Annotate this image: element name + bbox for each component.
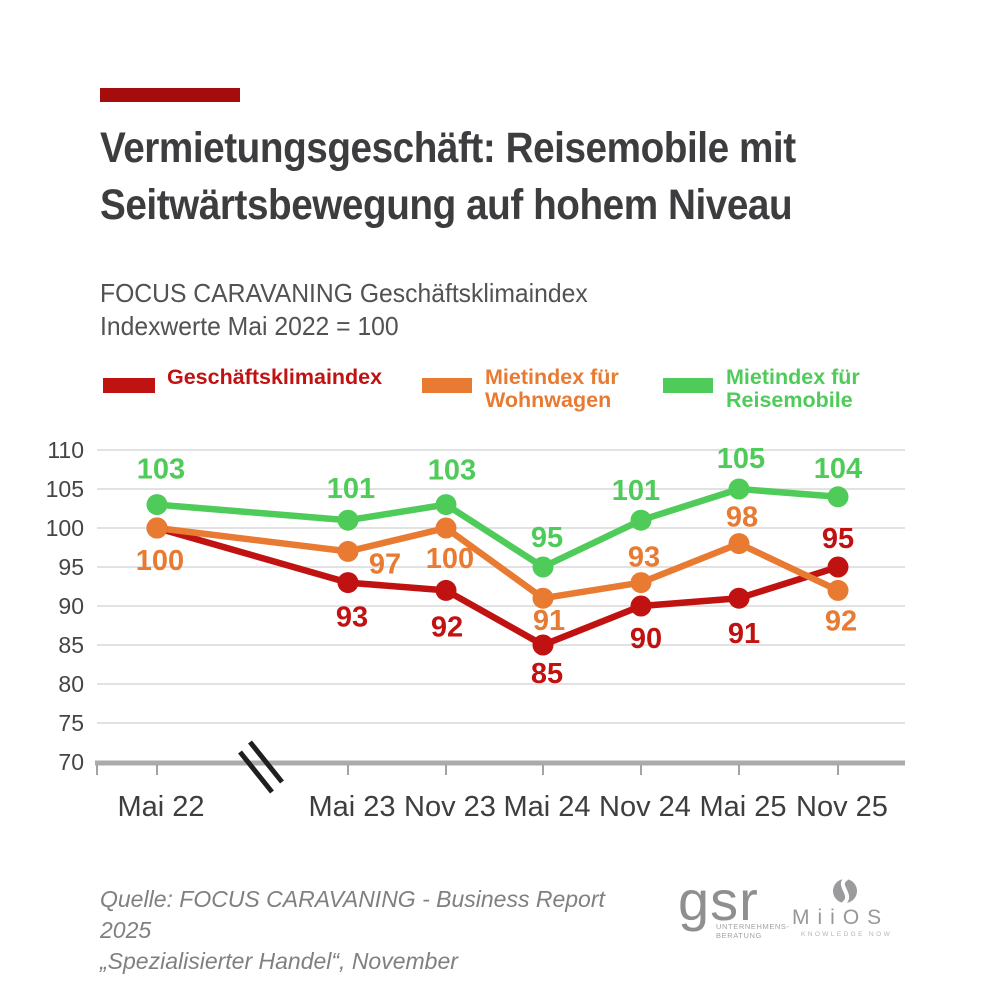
- y-axis-tick-label: 75: [58, 710, 84, 736]
- data-point-label: 92: [825, 605, 857, 637]
- data-point-label: 92: [431, 611, 463, 643]
- source-line-2: „Spezialisierter Handel“, November: [100, 948, 458, 974]
- x-axis-category-label: Mai 23: [308, 791, 395, 823]
- data-point-marker: [532, 634, 554, 656]
- data-point-label: 90: [630, 623, 662, 655]
- data-point-marker: [827, 556, 849, 578]
- axis-break-mark: [248, 740, 284, 784]
- y-axis-tick-label: 95: [58, 554, 84, 580]
- data-point-label: 97: [369, 548, 401, 580]
- data-point-marker: [630, 595, 652, 617]
- data-point-marker: [435, 494, 457, 516]
- data-point-label: 93: [336, 602, 368, 634]
- gsr-logo-caption: UNTERNEHMENS- BERATUNG: [716, 922, 790, 940]
- data-point-marker: [532, 556, 554, 578]
- legend-swatch-green: [663, 378, 713, 393]
- legend-label: Geschäftsklimaindex: [167, 366, 382, 389]
- data-point-label: 101: [612, 475, 660, 507]
- data-point-marker: [630, 572, 652, 594]
- data-point-label: 95: [531, 522, 563, 554]
- data-point-marker: [146, 494, 168, 516]
- y-axis-tick-label: 70: [58, 749, 84, 775]
- chart-subtitle-line-1: FOCUS CARAVANING Geschäftsklimaindex: [100, 278, 588, 308]
- data-point-label: 93: [628, 542, 660, 574]
- y-axis-tick-label: 80: [58, 671, 84, 697]
- data-point-label: 98: [726, 502, 758, 534]
- accent-bar: [100, 88, 240, 102]
- x-axis-category-label: Mai 24: [503, 791, 590, 823]
- legend-swatch-red: [103, 378, 155, 393]
- data-point-marker: [827, 486, 849, 508]
- data-point-marker: [827, 579, 849, 601]
- x-axis-category-label: Nov 24: [599, 791, 691, 823]
- legend-label-line: Reisemobile: [726, 388, 853, 412]
- page-title-line-1: Vermietungsgeschäft: Reisemobile mit: [100, 124, 796, 172]
- legend-label: Mietindex für Reisemobile: [726, 366, 860, 412]
- y-axis-tick-label: 110: [47, 437, 84, 463]
- x-axis-category-label: Mai 22: [117, 791, 204, 823]
- x-axis-category-label: Nov 25: [796, 791, 888, 823]
- gsr-caption-line: UNTERNEHMENS-: [716, 922, 790, 931]
- data-point-marker: [630, 509, 652, 531]
- data-point-marker: [146, 517, 168, 539]
- x-axis-category-label: Mai 25: [699, 791, 786, 823]
- page-title: Vermietungsgeschäft: Reisemobile mit Sei…: [100, 120, 910, 234]
- data-point-label: 104: [814, 453, 862, 485]
- miios-logo: MiiOS: [792, 906, 890, 929]
- data-point-label: 103: [428, 455, 476, 487]
- data-point-marker: [337, 572, 359, 594]
- y-axis-tick-label: 105: [46, 476, 84, 502]
- data-point-marker: [728, 587, 750, 609]
- legend-label-line: Geschäftsklimaindex: [167, 365, 383, 389]
- miios-swirl-icon: [833, 877, 857, 905]
- data-point-label: 101: [327, 473, 375, 505]
- legend-label-line: Mietindex für: [726, 365, 860, 389]
- legend-label-line: Wohnwagen: [485, 388, 612, 412]
- data-point-label: 103: [137, 454, 185, 486]
- miios-logo-tagline: KNOWLEDGE NOW: [801, 931, 893, 938]
- chart-subtitle-line-2: Indexwerte Mai 2022 = 100: [100, 311, 399, 341]
- page-title-line-2: Seitwärtsbewegung auf hohem Niveau: [100, 181, 793, 229]
- y-axis-tick-label: 100: [46, 515, 84, 541]
- line-chart: 110 105 100 95 90 85 80 75 70 Mai 22 Mai 23 Nov 23 M…: [0, 430, 1000, 830]
- data-point-label: 100: [136, 545, 184, 577]
- data-point-label: 91: [533, 605, 565, 637]
- gsr-logo: gsr: [678, 869, 759, 932]
- y-axis-tick-label: 85: [58, 632, 84, 658]
- data-point-marker: [728, 478, 750, 500]
- source-note: Quelle: FOCUS CARAVANING - Business Repo…: [100, 884, 660, 977]
- data-point-label: 105: [717, 443, 765, 475]
- data-point-marker: [435, 517, 457, 539]
- axis-break-mark: [238, 750, 274, 794]
- x-axis-category-label: Nov 23: [404, 791, 496, 823]
- data-point-marker: [337, 509, 359, 531]
- data-point-label: 95: [822, 523, 854, 555]
- legend-label: Mietindex für Wohnwagen: [485, 366, 619, 412]
- chart-subtitle: FOCUS CARAVANING Geschäftsklimaindex Ind…: [100, 277, 765, 343]
- data-point-label: 91: [728, 618, 760, 650]
- data-point-marker: [532, 587, 554, 609]
- gsr-caption-line: BERATUNG: [716, 931, 762, 940]
- data-point-label: 85: [531, 658, 563, 690]
- data-point-label: 100: [426, 543, 474, 575]
- y-axis-tick-label: 90: [58, 593, 84, 619]
- data-point-marker: [337, 540, 359, 562]
- legend-swatch-orange: [422, 378, 472, 393]
- data-point-marker: [728, 533, 750, 555]
- legend-label-line: Mietindex für: [485, 365, 619, 389]
- data-point-marker: [435, 579, 457, 601]
- source-line-1: Quelle: FOCUS CARAVANING - Business Repo…: [100, 886, 605, 943]
